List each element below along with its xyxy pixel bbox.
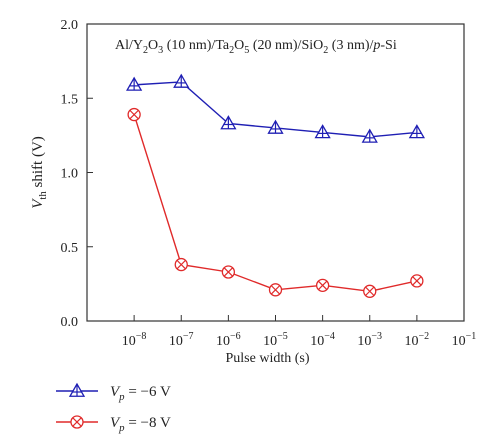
y-tick-label: 1.5: [61, 92, 79, 107]
x-tick-label: 10−1: [452, 331, 477, 349]
data-point: [314, 124, 331, 139]
axes: [86, 23, 465, 322]
data-point: [221, 265, 236, 279]
x-tick-label: 10−3: [357, 331, 382, 349]
y-tick-label: 2.0: [61, 18, 79, 33]
data-point: [220, 115, 237, 130]
plot-frame: [86, 23, 465, 322]
x-tick-label: 10−8: [122, 331, 147, 349]
data-point: [267, 119, 284, 134]
data-point: [268, 283, 283, 297]
data-point: [127, 107, 141, 122]
x-axis-label: Pulse width (s): [226, 351, 310, 366]
data-point: [126, 76, 143, 91]
x-tick-label: 10−4: [310, 331, 335, 349]
x-tick-label: 10−5: [263, 331, 288, 349]
x-tick-label: 10−6: [216, 331, 241, 349]
y-tick-label: 0.0: [61, 315, 79, 330]
x-tick-label: 10−7: [169, 331, 194, 349]
data-point: [363, 284, 377, 298]
legend-label: Vp = −6 V: [110, 384, 171, 403]
data-point: [315, 278, 330, 293]
data-point: [410, 274, 424, 288]
legend-item-1: Vp = −6 V: [56, 382, 171, 403]
legend-label: Vp = −8 V: [110, 415, 171, 434]
legend-marker: [68, 382, 86, 397]
data-point: [361, 128, 378, 143]
y-tick-label: 1.0: [61, 167, 79, 182]
legend: Vp = −6 V Vp = −8 V: [56, 382, 171, 434]
x-tick-label: 10−2: [405, 331, 430, 349]
y-axis-label: Vth shift (V): [30, 136, 49, 209]
plot-series: [126, 73, 425, 298]
data-point: [173, 73, 190, 88]
y-tick-label: 0.5: [61, 241, 79, 256]
data-point: [408, 124, 425, 139]
chart-labels: 0.0 0.5 1.0 1.5 2.0 10−8 10−7 10−6 10−5 10−4 10−3 1…: [30, 18, 476, 366]
legend-marker: [70, 415, 84, 429]
data-point: [174, 257, 188, 272]
stack-annotation: Al/Y2O3 (10 nm)/Ta2O5 (20 nm)/SiO2 (3 nm…: [115, 38, 397, 56]
legend-item-2: Vp = −8 V: [56, 415, 171, 434]
